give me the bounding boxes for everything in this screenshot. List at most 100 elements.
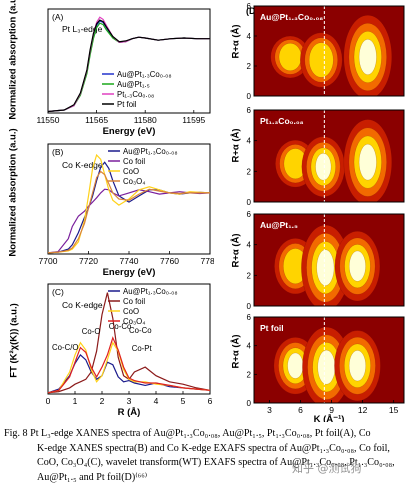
- wt-contour: [358, 143, 377, 181]
- x-tick-label: 7760: [160, 256, 179, 266]
- caption-line-3: CoO, Co₃O₄(C), wavelet transform(WT) EXA…: [37, 457, 395, 469]
- y-tick-label: 2: [247, 62, 252, 71]
- y-tick-label: 6: [247, 2, 252, 11]
- series-line-3: [47, 336, 211, 394]
- peak-label: Co-Co: [129, 326, 152, 335]
- x-tick-label: 0: [46, 396, 51, 406]
- legend-entry: CoO: [123, 307, 139, 316]
- series-line-0: [47, 353, 211, 394]
- legend-entry: Au@Pt₁.₃Co₀.₀₈: [123, 147, 178, 156]
- wt-contour: [316, 249, 335, 286]
- wt-contour: [349, 250, 366, 282]
- panel-label: (C): [52, 287, 64, 297]
- y-tick-label: 2: [247, 271, 252, 280]
- x-tick-label: 3: [267, 405, 272, 415]
- panel-label: (B): [52, 147, 64, 157]
- wt-map: [254, 317, 404, 403]
- peak-label: Co-Pt: [132, 344, 153, 353]
- x-tick-label: 7720: [79, 256, 98, 266]
- wt-contour: [317, 349, 336, 385]
- wt-subplot-1: Pt₁.₃Co₀.₀₈ 0 2 4 6: [247, 106, 405, 207]
- wt-contour: [358, 39, 377, 75]
- plot-frame: [47, 8, 211, 114]
- wt-frame: [253, 316, 405, 404]
- panel-d-chart: (D)Au@Pt₁.₃Co₀.₀₈0246Pt₁.₃Co₀.₀₈0246Au@P…: [246, 2, 405, 422]
- caption-line-2: K-edge XANES spectra(B) and Co K-edge EX…: [37, 442, 390, 454]
- x-axis-label: Energy (eV): [103, 126, 156, 137]
- legend-entry: Au@Pt₁.₃Co₀.₀₈: [117, 70, 172, 79]
- x-tick-label: 7740: [120, 256, 139, 266]
- x-tick-label: 1: [73, 396, 78, 406]
- x-tick-label: 12: [358, 405, 368, 415]
- panel-c-ylabel: FT (K²χ(K)) (a.u.): [8, 303, 20, 378]
- legend-entry: Pt foil: [117, 100, 137, 109]
- panel-label: (D): [246, 6, 259, 16]
- x-axis-label: R (Å): [118, 407, 141, 418]
- wt-contour: [315, 153, 332, 181]
- x-tick-label: 11580: [134, 115, 157, 125]
- series-line-1: [47, 292, 211, 394]
- caption-line-1: Fig. 8 Pt L₃-edge XANES spectra of Au@Pt…: [4, 428, 371, 439]
- panel-a-chart: 11550 11565 11580 11595 Energy (eV) (A) Pt L₃-…: [36, 8, 211, 137]
- wt-sample-label: Pt₁.₃Co₀.₀₈: [260, 116, 304, 126]
- x-tick-label: 5: [181, 396, 186, 406]
- x-tick-label: 6: [298, 405, 303, 415]
- watermark: 知乎 @测试狗: [292, 462, 362, 475]
- wt-subplot-2: Au@Pt₁.₅ 0 2 4 6: [247, 210, 405, 311]
- series-line-3: [47, 19, 210, 113]
- wt-frame: [253, 213, 405, 307]
- y-tick-label: 6: [247, 313, 252, 322]
- y-tick-label: 6: [247, 210, 252, 219]
- x-axis-label: Energy (eV): [103, 267, 156, 278]
- y-tick-label: 4: [247, 137, 252, 146]
- y-tick-label: 4: [247, 241, 252, 250]
- edge-annotation: Co K-edge: [62, 160, 103, 170]
- wt-frame: [253, 109, 405, 203]
- x-tick-label: 2: [100, 396, 105, 406]
- x-tick-label: 4: [154, 396, 159, 406]
- panel-c-chart: 0 1 2 3 4 5 6R (Å)(C)Co K-edgeAu@Pt₁.₃Co₀.₀₈Co…: [46, 283, 213, 418]
- legend-entry: Co foil: [123, 157, 145, 166]
- wt-sample-label: Pt foil: [260, 323, 284, 333]
- y-tick-label: 4: [247, 342, 252, 351]
- x-tick-label: 7780: [201, 256, 214, 266]
- legend-entry: CoO: [123, 167, 139, 176]
- wt-map: [254, 110, 404, 202]
- legend-entry: Au@Pt₁.₅: [117, 80, 150, 89]
- peak-label: Co-O: [82, 327, 101, 336]
- x-tick-label: 11550: [36, 115, 59, 125]
- y-tick-label: 4: [247, 32, 252, 41]
- panel-a-ylabel: Normalized absorption (a.u.): [7, 0, 19, 120]
- series-line-3: [47, 170, 210, 254]
- x-tick-label: 11595: [182, 115, 205, 125]
- x-tick-label: 7700: [39, 256, 58, 266]
- x-axis-label: K (Å⁻¹): [314, 414, 345, 422]
- legend-entry: Co foil: [123, 297, 145, 306]
- wt-contour: [348, 350, 366, 382]
- wt-frame: [253, 5, 405, 97]
- wt-sample-label: Au@Pt₁.₅: [260, 220, 298, 230]
- edge-annotation: Co K-edge: [62, 300, 103, 310]
- x-tick-label: 15: [389, 405, 399, 415]
- wt-contour: [308, 42, 334, 78]
- y-tick-label: 6: [247, 106, 252, 115]
- panel-b-chart: 7700 7720 7740 7760 7780 Energy (eV) (B) Co K-e…: [39, 143, 214, 278]
- x-tick-label: 11565: [85, 115, 108, 125]
- y-tick-label: 0: [247, 302, 252, 311]
- x-tick-label: 3: [127, 396, 132, 406]
- wt-contour: [278, 43, 302, 71]
- wt-map: [254, 6, 404, 96]
- legend-entry: Au@Pt₁.₃Co₀.₀₈: [123, 287, 178, 296]
- x-tick-label: 6: [208, 396, 213, 406]
- wt-contour: [287, 352, 304, 379]
- x-tick-label: 9: [329, 405, 334, 415]
- caption-line-4: Au@Pt₁.₅ and Pt foil(D)⁽⁶⁶⁾: [37, 471, 148, 483]
- y-tick-label: 0: [247, 92, 252, 101]
- y-tick-label: 0: [247, 399, 252, 408]
- panel-b-ylabel: Normalized absorption (a.u.): [7, 128, 19, 257]
- wt-sample-label: Au@Pt₁.₃Co₀.₀₈: [260, 12, 323, 22]
- y-tick-label: 2: [247, 167, 252, 176]
- wt-subplot-3: Pt foil 0 2 4 6: [247, 313, 405, 408]
- figure-caption: Fig. 8 Pt L₃-edge XANES spectra of Au@Pt…: [4, 427, 408, 485]
- legend-entry: Pt₁.₃Co₀.₀₈: [117, 90, 154, 99]
